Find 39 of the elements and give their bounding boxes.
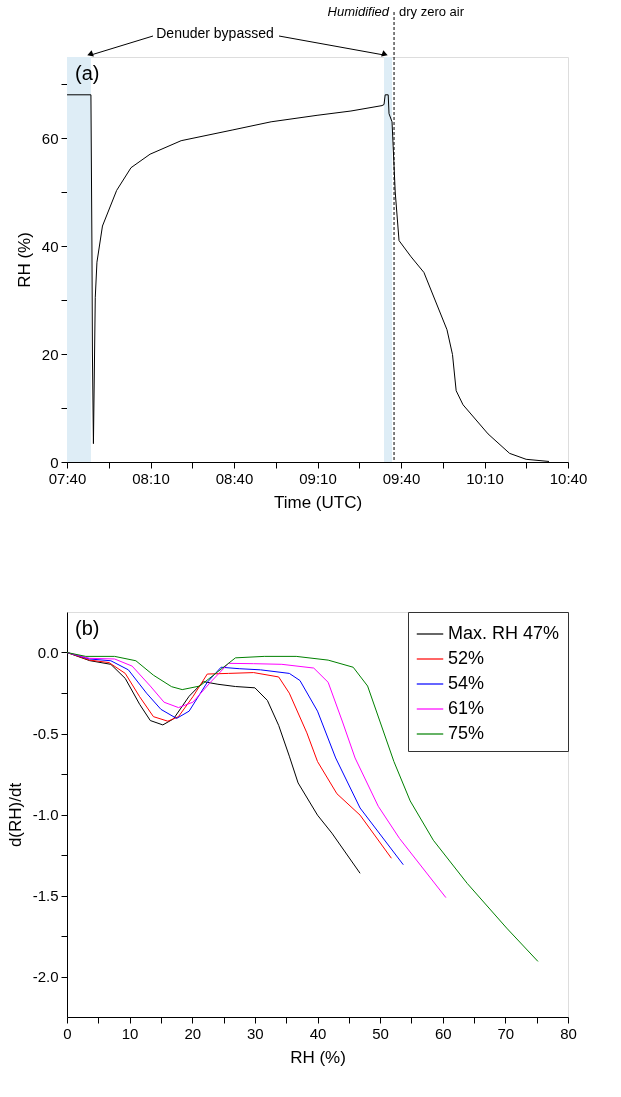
y-tick-label: 0 (50, 453, 59, 471)
x-axis-title: Time (UTC) (273, 492, 363, 512)
x-tick-label: 10:10 (466, 469, 504, 487)
y-tick-label: -2.0 (32, 968, 59, 985)
y-tick-label: -1.5 (32, 887, 59, 904)
x-tick-label: 70 (497, 1024, 515, 1042)
x-tick-label: 40 (309, 1024, 327, 1042)
legend-label: Max. RH 47% (448, 623, 560, 643)
x-tick-label: 80 (560, 1024, 577, 1042)
text: Denuder bypassed (156, 25, 274, 41)
x-tick-label: 09:10 (299, 469, 337, 487)
y-tick-label: 20 (41, 345, 59, 363)
x-tick-label: 09:40 (382, 469, 421, 487)
x-axis-title: RH (%) (290, 1047, 346, 1067)
x-tick-label: 07:40 (48, 469, 87, 487)
annotation: (a) (75, 62, 100, 84)
y-tick-label: 0.0 (37, 644, 59, 661)
y-axis-title: d(RH)/dt (5, 782, 25, 848)
x-tick-label: 08:10 (132, 469, 170, 487)
y-tick-label: -1.0 (32, 806, 59, 823)
y-tick-label: 40 (41, 237, 59, 255)
x-tick-label: 10:40 (549, 469, 588, 487)
x-tick-label: 20 (184, 1024, 202, 1042)
legend-label: 54% (448, 673, 485, 693)
x-tick-label: 30 (247, 1024, 264, 1042)
annotation: (b) (75, 617, 100, 639)
text: Humidified (327, 4, 390, 19)
y-axis-title: RH (%) (14, 232, 34, 288)
x-tick-label: 10 (121, 1024, 139, 1042)
x-tick-label: 60 (434, 1024, 452, 1042)
text: dry zero air (399, 4, 465, 19)
legend-label: 61% (448, 698, 485, 718)
y-tick-label: 60 (41, 129, 59, 147)
x-tick-label: 50 (372, 1024, 389, 1042)
legend-label: 52% (448, 648, 485, 668)
y-tick-label: -0.5 (32, 725, 59, 742)
legend-label: 75% (448, 723, 485, 743)
x-tick-label: 08:40 (215, 469, 254, 487)
x-tick-label: 0 (63, 1024, 72, 1042)
